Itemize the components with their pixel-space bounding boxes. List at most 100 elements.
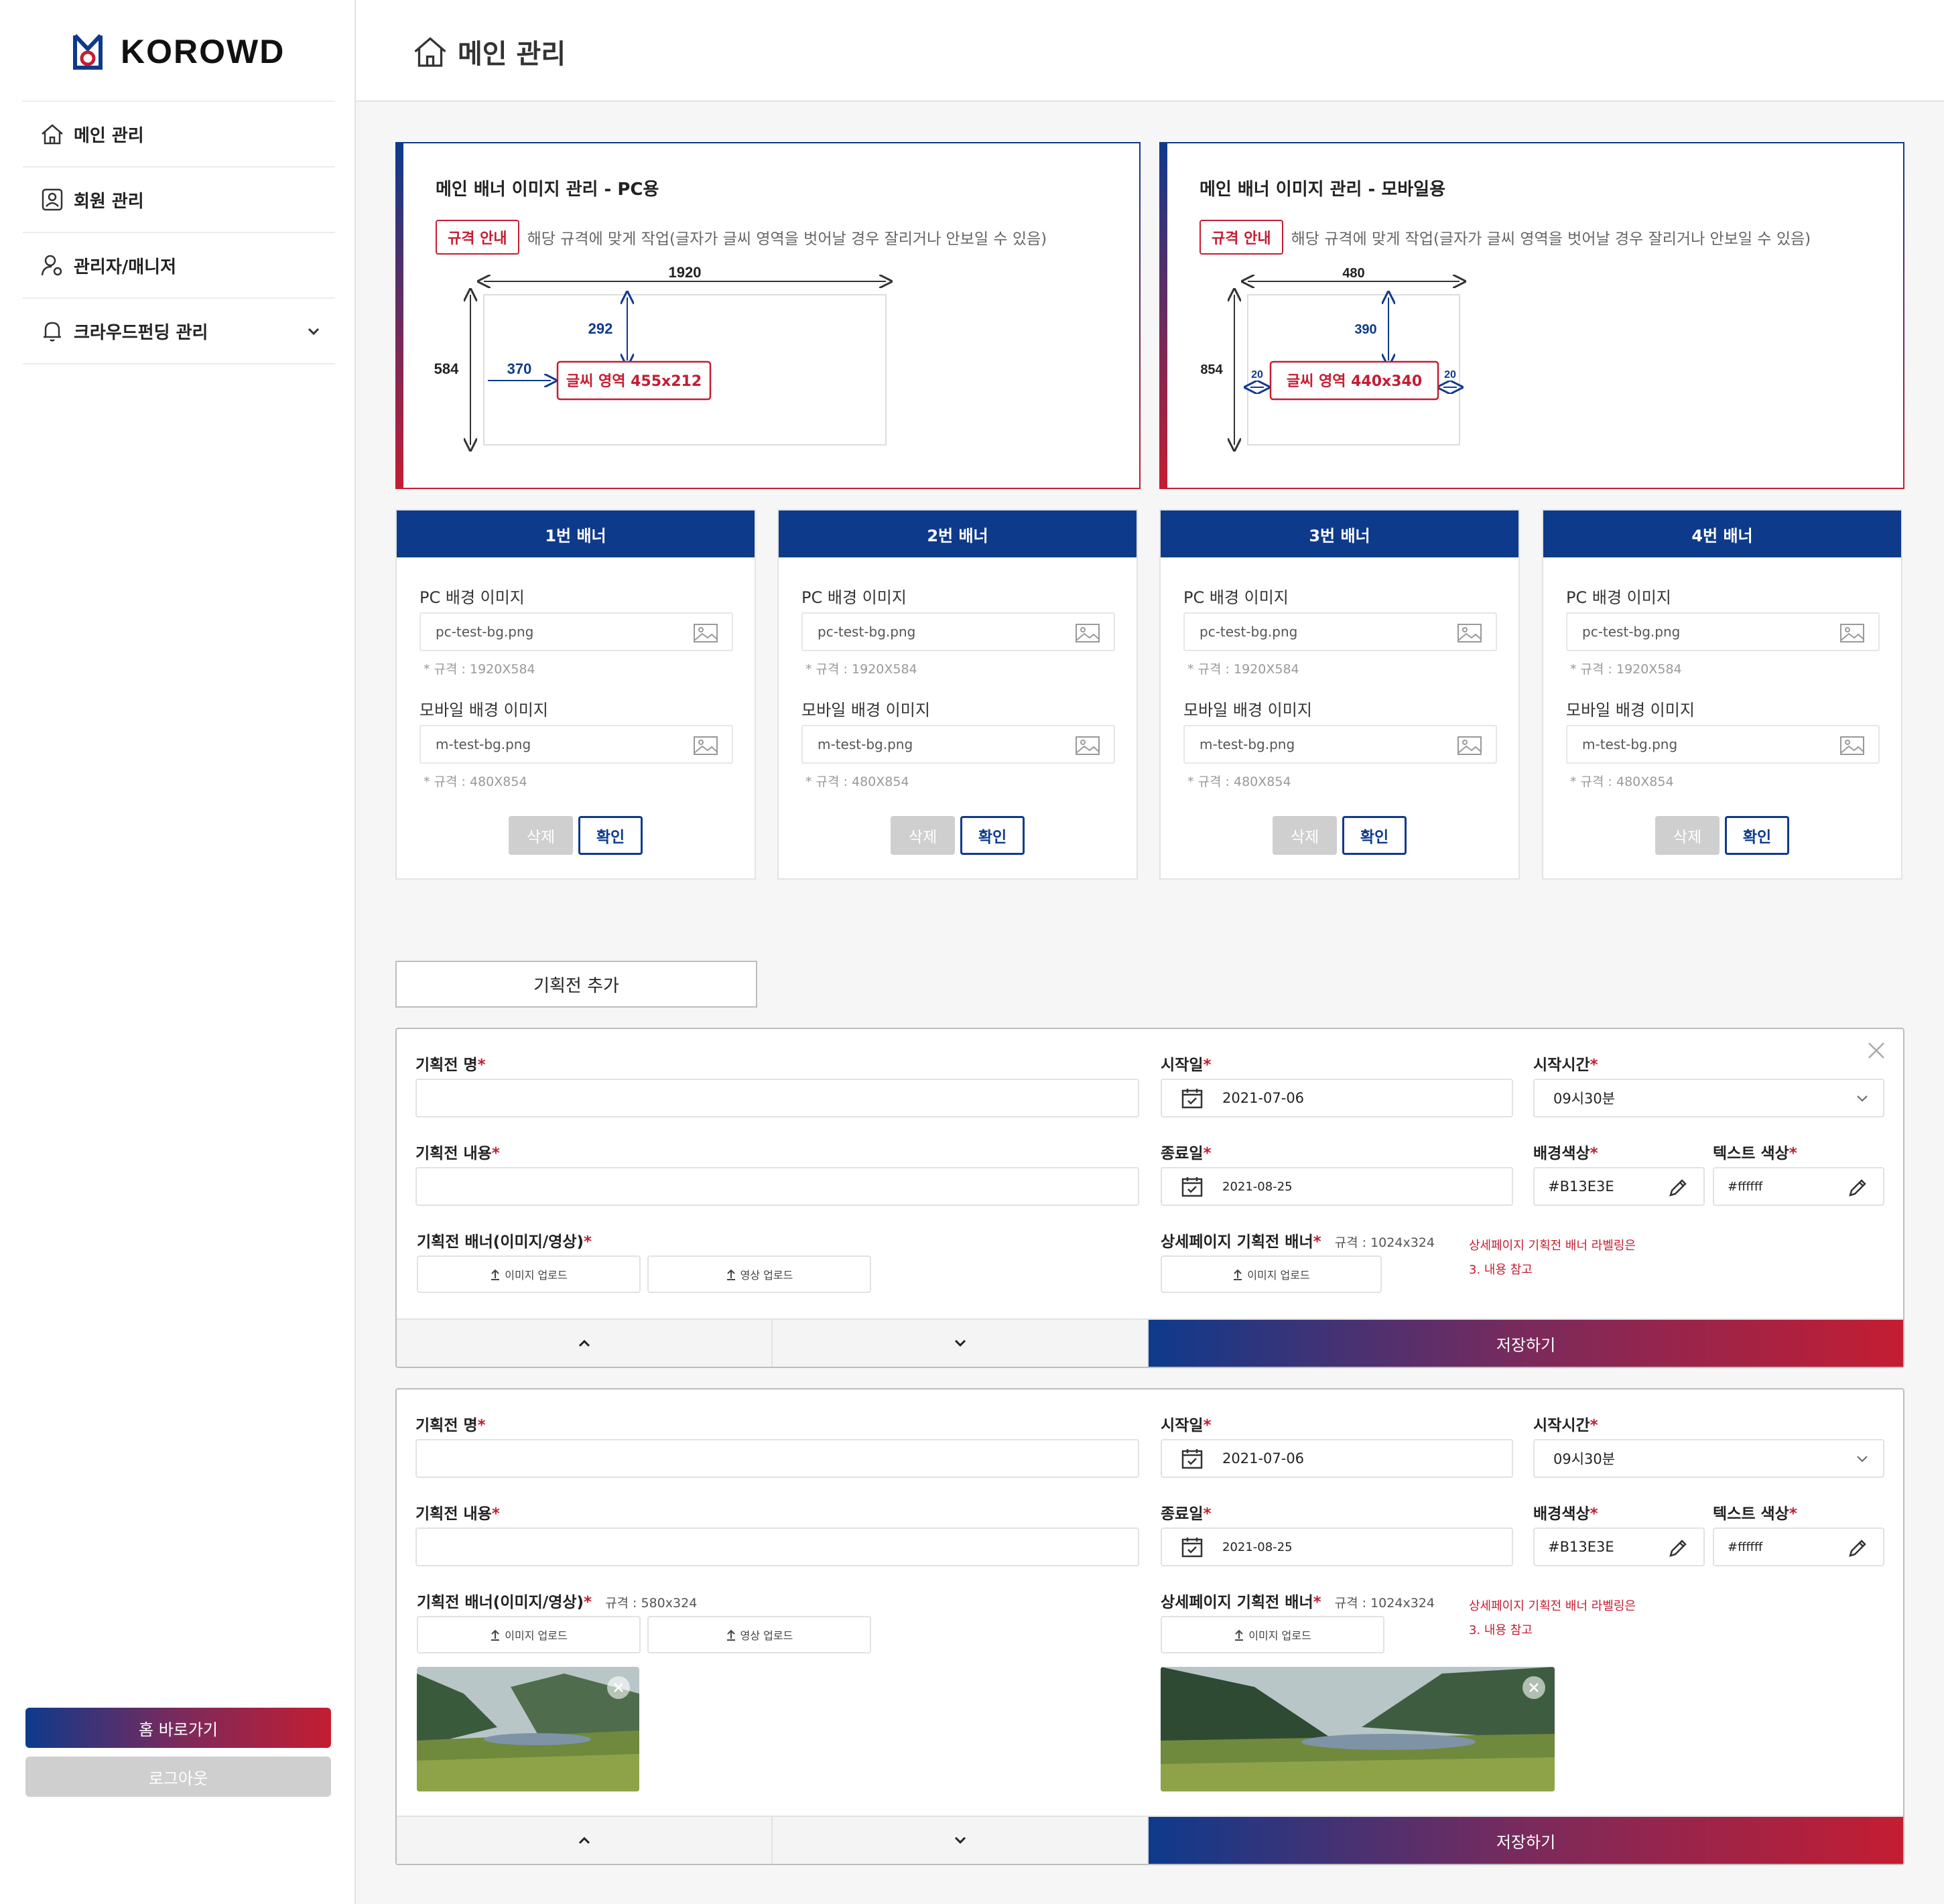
confirm-button[interactable]: 확인: [960, 816, 1025, 855]
bg-color-input[interactable]: #B13E3E: [1533, 1167, 1705, 1206]
pc-bg-file-input[interactable]: pc-test-bg.png: [1183, 612, 1497, 651]
delete-button[interactable]: 삭제: [891, 816, 955, 855]
text-color-input[interactable]: #ffffff: [1713, 1527, 1884, 1566]
save-button[interactable]: 저장하기: [1149, 1320, 1903, 1367]
confirm-button[interactable]: 확인: [1725, 816, 1789, 855]
move-down-button[interactable]: [773, 1817, 1149, 1864]
user-card-icon: [40, 188, 64, 212]
text-color-label: 텍스트 색상*: [1713, 1145, 1797, 1162]
mobile-bg-spec-note: * 규격 : 480X854: [424, 774, 527, 789]
sidebar-item-main[interactable]: 메인 관리: [23, 102, 335, 167]
move-down-button[interactable]: [773, 1320, 1149, 1367]
page-title: 메인 관리: [412, 32, 566, 71]
end-date-input[interactable]: 2021-08-25: [1161, 1167, 1513, 1206]
pc-bg-file-input[interactable]: pc-test-bg.png: [801, 612, 1115, 651]
pc-bg-label: PC 배경 이미지: [1183, 588, 1289, 607]
mobile-bg-file-input[interactable]: m-test-bg.png: [1566, 725, 1880, 764]
move-up-button[interactable]: [397, 1320, 773, 1367]
mobile-bg-file-input[interactable]: m-test-bg.png: [419, 725, 733, 764]
image-icon[interactable]: [1075, 623, 1100, 643]
pc-bg-file-input[interactable]: pc-test-bg.png: [1566, 612, 1880, 651]
sidebar-item-label: 관리자/매니저: [74, 257, 177, 277]
pencil-icon[interactable]: [1667, 1538, 1689, 1559]
pencil-icon[interactable]: [1847, 1177, 1868, 1199]
pc-bg-filename: pc-test-bg.png: [1582, 624, 1681, 640]
pencil-icon[interactable]: [1667, 1177, 1689, 1199]
start-date-input[interactable]: 2021-07-06: [1161, 1439, 1513, 1478]
image-upload-button[interactable]: 이미지 업로드: [417, 1616, 641, 1653]
pencil-icon[interactable]: [1847, 1538, 1868, 1559]
text-color-input[interactable]: #ffffff: [1713, 1167, 1884, 1206]
image-icon[interactable]: [1839, 736, 1865, 756]
pc-bg-filename: pc-test-bg.png: [436, 624, 534, 640]
calendar-icon[interactable]: [1181, 1447, 1204, 1470]
landscape-image: [417, 1667, 639, 1791]
pc-bg-file-input[interactable]: pc-test-bg.png: [419, 612, 733, 651]
mobile-bg-file-input[interactable]: m-test-bg.png: [801, 725, 1115, 764]
mobile-bg-filename: m-test-bg.png: [436, 736, 531, 752]
detail-image-upload-button[interactable]: 이미지 업로드: [1161, 1255, 1382, 1293]
close-icon: [1529, 1683, 1539, 1692]
bg-color-input[interactable]: #B13E3E: [1533, 1527, 1705, 1566]
mobile-bg-filename: m-test-bg.png: [1582, 736, 1678, 752]
mobile-bg-file-input[interactable]: m-test-bg.png: [1183, 725, 1497, 764]
brand-logo[interactable]: KOROWD: [72, 32, 285, 71]
remove-image-button[interactable]: [1522, 1676, 1545, 1699]
calendar-icon[interactable]: [1181, 1175, 1204, 1198]
image-icon[interactable]: [1839, 623, 1865, 643]
detail-image-upload-button[interactable]: 이미지 업로드: [1161, 1616, 1384, 1653]
pc-size-diagram: 1920 584 292 370 글씨 영역 455x212: [434, 264, 960, 472]
close-icon: [614, 1683, 623, 1692]
bell-icon: [40, 319, 64, 343]
image-icon[interactable]: [1075, 736, 1100, 756]
exhibition-name-input[interactable]: [415, 1439, 1139, 1478]
confirm-button[interactable]: 확인: [578, 816, 643, 855]
start-date-label: 시작일*: [1161, 1417, 1212, 1434]
start-time-select[interactable]: 09시30분: [1533, 1439, 1884, 1478]
start-time-select[interactable]: 09시30분: [1533, 1079, 1884, 1117]
exhibition-name-input[interactable]: [415, 1079, 1139, 1117]
pc-top-offset-label: 292: [588, 320, 613, 337]
save-button[interactable]: 저장하기: [1149, 1817, 1903, 1864]
image-icon[interactable]: [693, 736, 718, 756]
mobile-left-side-label: 20: [1251, 369, 1263, 381]
close-icon[interactable]: [1867, 1041, 1886, 1060]
banner-card-title: 3번 배너: [1161, 511, 1518, 557]
start-time-label: 시작시간*: [1533, 1417, 1598, 1434]
sidebar-item-members[interactable]: 회원 관리: [23, 167, 335, 233]
exhibition-form-2: 기획전 명* 기획전 내용* 기획전 배너(이미지/영상)* 규격 : 580x3…: [395, 1388, 1904, 1865]
delete-button[interactable]: 삭제: [1273, 816, 1337, 855]
video-upload-button[interactable]: 영상 업로드: [647, 1255, 871, 1293]
chevron-down-icon: [954, 1836, 966, 1844]
exhibition-content-input[interactable]: [415, 1167, 1139, 1206]
image-icon[interactable]: [1457, 623, 1482, 643]
delete-button[interactable]: 삭제: [1655, 816, 1720, 855]
image-upload-button[interactable]: 이미지 업로드: [417, 1255, 641, 1293]
exhibition-banner-label: 기획전 배너(이미지/영상)* 규격 : 580x324: [417, 1594, 698, 1611]
move-up-button[interactable]: [397, 1817, 773, 1864]
video-upload-button[interactable]: 영상 업로드: [647, 1616, 871, 1653]
exhibition-content-input[interactable]: [415, 1527, 1139, 1566]
start-date-input[interactable]: 2021-07-06: [1161, 1079, 1513, 1117]
exhibition-name-label: 기획전 명*: [415, 1057, 486, 1074]
chevron-down-icon[interactable]: [307, 321, 320, 341]
chevron-up-icon: [578, 1836, 590, 1844]
sidebar-item-crowdfunding[interactable]: 크라우드펀딩 관리: [23, 299, 335, 364]
calendar-icon[interactable]: [1181, 1536, 1204, 1558]
confirm-button[interactable]: 확인: [1342, 816, 1407, 855]
add-exhibition-button[interactable]: 기획전 추가: [395, 961, 757, 1008]
remove-image-button[interactable]: [607, 1676, 630, 1699]
calendar-icon[interactable]: [1181, 1087, 1204, 1109]
home-shortcut-button[interactable]: 홈 바로가기: [25, 1708, 331, 1748]
pc-bg-spec-note: * 규격 : 1920X584: [1570, 662, 1682, 677]
mobile-size-diagram: 480 854 390 20 20 글씨 영역 440x340: [1200, 266, 1522, 472]
detail-banner-label: 상세페이지 기획전 배너* 규격 : 1024x324: [1161, 1233, 1435, 1251]
spec-guide-row: 규격 안내 해당 규격에 맞게 작업(글자가 글씨 영역을 벗어날 경우 잘리거…: [1200, 220, 1811, 255]
end-date-input[interactable]: 2021-08-25: [1161, 1527, 1513, 1566]
image-icon[interactable]: [693, 623, 718, 643]
image-icon[interactable]: [1457, 736, 1482, 756]
logout-button[interactable]: 로그아웃: [25, 1757, 331, 1797]
delete-button[interactable]: 삭제: [509, 816, 573, 855]
detail-banner-note: 상세페이지 기획전 배너 라벨링은 3. 내용 참고: [1469, 1239, 1636, 1277]
sidebar-item-managers[interactable]: 관리자/매니저: [23, 233, 335, 299]
